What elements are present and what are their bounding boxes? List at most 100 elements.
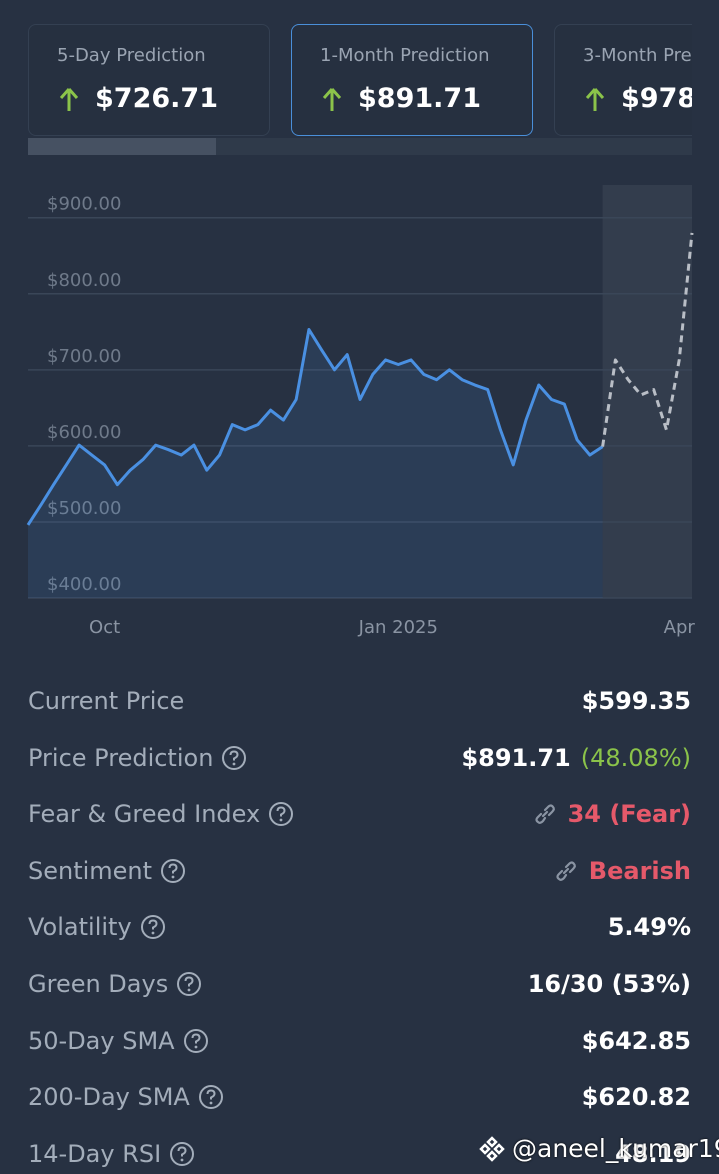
card-title: 1-Month Prediction [320, 45, 490, 66]
help-circle [177, 972, 202, 996]
help-circle [183, 1028, 208, 1053]
help-mark [229, 750, 239, 761]
stat-label-group: Green Days [28, 970, 202, 998]
help-icon[interactable] [183, 1028, 209, 1054]
stat-value: $620.82 [581, 1083, 691, 1112]
help-icon[interactable] [198, 1084, 224, 1110]
help-icon[interactable] [160, 858, 186, 884]
card-value: $891.71 [358, 83, 481, 114]
stat-label: Green Days [28, 970, 169, 998]
stat-label: Volatility [28, 913, 132, 942]
stat-label-group: Current Price [28, 687, 184, 715]
help-circle [140, 915, 165, 940]
help-icon[interactable] [169, 1141, 195, 1167]
stat-value-group: $642.85 [582, 1027, 691, 1055]
stat-label: 200-Day SMA [28, 1083, 190, 1112]
card-value: $726.71 [95, 83, 218, 114]
stat-value: $642.85 [581, 1026, 691, 1055]
prediction-card[interactable]: 5-Day Prediction $726.71 [28, 24, 270, 136]
help-dot [233, 762, 236, 765]
area [28, 329, 603, 598]
arrow-shape [59, 88, 79, 111]
stat-value: $599.35 [581, 687, 691, 715]
up-arrow [585, 88, 605, 111]
y-tick-label: $400.00 [47, 574, 121, 595]
link-icon[interactable] [553, 858, 579, 884]
help-circle [269, 802, 294, 827]
stat-value-group: 48.19 [615, 1140, 691, 1168]
help-circle [161, 858, 186, 883]
help-circle [170, 1141, 195, 1166]
stat-label-group: Volatility [28, 913, 166, 941]
stat-change: (48.08%) [580, 743, 691, 772]
link-icon[interactable] [532, 801, 558, 827]
help-mark [168, 863, 178, 874]
stat-value-group: 16/30 (53%) [528, 970, 691, 998]
prediction-card[interactable]: 3-Month Pre $978 [554, 24, 692, 136]
stat-value: Bearish [588, 856, 691, 885]
watermark-icon [479, 1135, 505, 1162]
y-tick-label: $600.00 [47, 422, 121, 443]
help-mark [148, 919, 158, 930]
stat-value: 48.19 [615, 1139, 691, 1168]
scroll-thumb[interactable] [28, 138, 216, 155]
x-tick-label: Apr [664, 617, 696, 638]
help-circle [222, 745, 247, 770]
stat-value-group: $891.71 (48.08%) [461, 744, 691, 772]
card-value: $978 [621, 83, 692, 114]
arrow-shape [585, 88, 605, 111]
stat-row: 200-Day SMA $620.82 [28, 1077, 691, 1117]
help-icon[interactable] [176, 971, 202, 997]
line [601, 232, 694, 447]
stat-label: 50-Day SMA [28, 1026, 175, 1055]
y-tick-label: $900.00 [47, 194, 121, 215]
stat-row: Current Price $599.35 [28, 681, 691, 721]
help-icon[interactable] [221, 745, 247, 771]
stat-value: 16/30 (53%) [527, 970, 691, 998]
stat-label: Sentiment [28, 856, 153, 885]
stat-row: Volatility 5.49% [28, 907, 691, 947]
stat-value-group: $599.35 [582, 687, 691, 715]
stat-value-group: $620.82 [582, 1083, 691, 1111]
stat-row: Green Days 16/30 (53%) [28, 964, 691, 1004]
help-dot [180, 1158, 184, 1162]
stat-label-group: 200-Day SMA [28, 1083, 224, 1111]
help-dot [279, 818, 283, 822]
help-dot [187, 988, 191, 992]
help-mark [177, 1146, 187, 1157]
chart: $400.00 $500.00 $600.00 $700.00 $800.00 $900.… [26, 138, 696, 638]
stat-row: Fear & Greed Index 34 (Fear) [28, 794, 691, 834]
stat-row: 14-Day RSI 48.19 [28, 1134, 691, 1174]
cards: 5-Day Prediction $726.71 1-Month Predictio… [0, 0, 692, 140]
stat-label-group: 14-Day RSI [28, 1140, 195, 1168]
stat-row: Price Prediction $891.71 (48.08%) [28, 738, 691, 778]
help-mark [184, 976, 194, 987]
help-mark [206, 1089, 216, 1100]
stat-value: $891.71 [461, 743, 571, 772]
stat-label-group: Sentiment [28, 857, 186, 885]
y-tick-label: $700.00 [47, 346, 121, 367]
watermark: @aneel_kumar197 [478, 1134, 719, 1163]
stat-value-group: 34 (Fear) [532, 800, 691, 828]
y-tick-label: $500.00 [47, 498, 121, 519]
stat-row: Sentiment Bearish [28, 851, 691, 891]
link-shape [556, 861, 576, 881]
stat-label: 14-Day RSI [28, 1139, 162, 1168]
help-dot [194, 1045, 197, 1048]
help-dot [209, 1101, 213, 1105]
help-circle [198, 1085, 223, 1110]
stat-row: 50-Day SMA $642.85 [28, 1021, 691, 1061]
y-tick-label: $800.00 [47, 270, 121, 291]
stat-value: 34 (Fear) [567, 800, 691, 829]
prediction-card[interactable]: 1-Month Prediction $891.71 [291, 24, 533, 136]
card-title: 3-Month Pre [583, 45, 692, 66]
help-mark [191, 1033, 201, 1044]
link-shape [534, 804, 555, 825]
card-title: 5-Day Prediction [57, 45, 206, 66]
help-icon[interactable] [268, 801, 294, 827]
stat-value: 5.49% [607, 913, 691, 942]
arrow-shape [322, 88, 342, 111]
help-icon[interactable] [140, 914, 166, 940]
stat-label-group: Fear & Greed Index [28, 800, 294, 828]
stat-label: Price Prediction [28, 743, 214, 772]
